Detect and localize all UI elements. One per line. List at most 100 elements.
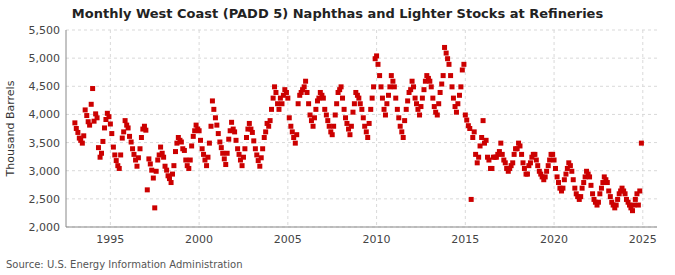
point (285, 96, 290, 101)
point (131, 152, 136, 157)
point (331, 124, 336, 129)
point (242, 146, 247, 151)
point (386, 93, 391, 98)
point (90, 86, 95, 91)
point (81, 133, 86, 138)
point (420, 96, 425, 101)
point (148, 161, 153, 166)
chart: 2,0002,5003,0003,5004,0004,5005,0005,500… (0, 0, 675, 275)
point (109, 131, 114, 136)
point (361, 115, 366, 120)
x-tick-label: 2010 (363, 233, 391, 246)
point (352, 101, 357, 106)
point (118, 152, 123, 157)
point (383, 112, 388, 117)
point (457, 93, 462, 98)
point (432, 104, 437, 109)
point (448, 73, 453, 78)
x-grid-line (642, 30, 643, 227)
point (198, 138, 203, 143)
point (479, 135, 484, 140)
point (512, 152, 517, 157)
point (145, 187, 150, 192)
point (211, 107, 216, 112)
point (322, 107, 327, 112)
point (534, 158, 539, 163)
point (402, 118, 407, 123)
point (368, 107, 373, 112)
y-grid-line (66, 227, 657, 228)
point (470, 135, 475, 140)
point (259, 155, 264, 160)
point (303, 79, 308, 84)
point (210, 98, 215, 103)
point (186, 166, 191, 171)
point (173, 149, 178, 154)
point (365, 135, 370, 140)
point (204, 163, 209, 168)
point (321, 96, 326, 101)
source-note: Source: U.S. Energy Information Administ… (6, 259, 243, 270)
point (387, 84, 392, 89)
point (305, 90, 310, 95)
point (396, 115, 401, 120)
point (306, 101, 311, 106)
y-tick-label: 4,000 (29, 108, 61, 121)
points (72, 45, 644, 213)
x-tick-label: 2020 (540, 233, 568, 246)
point (382, 107, 387, 112)
point (89, 102, 94, 107)
point (106, 114, 111, 119)
point (138, 146, 143, 151)
point (384, 101, 389, 106)
point (220, 151, 225, 156)
point (517, 143, 522, 148)
point (217, 140, 222, 145)
point (234, 138, 239, 143)
point (429, 84, 434, 89)
point (342, 107, 347, 112)
point (75, 130, 80, 135)
point (108, 121, 113, 126)
point (257, 164, 262, 169)
point (275, 101, 280, 106)
point (324, 112, 329, 117)
y-tick-label: 3,500 (29, 137, 61, 150)
point (454, 110, 459, 115)
point (464, 118, 469, 123)
point (476, 155, 481, 160)
point (528, 160, 533, 165)
point (455, 101, 460, 106)
point (214, 123, 219, 128)
point (371, 84, 376, 89)
point (114, 158, 119, 163)
point (325, 118, 330, 123)
point (395, 107, 400, 112)
point (327, 124, 332, 129)
point (293, 141, 298, 146)
y-grid-line (66, 30, 657, 31)
point (481, 118, 486, 123)
point (639, 141, 644, 146)
point (271, 96, 276, 101)
y-grid-line (66, 142, 657, 143)
point (563, 172, 568, 177)
point (244, 135, 249, 140)
point (347, 132, 352, 137)
point (112, 152, 117, 157)
point (413, 96, 418, 101)
point (623, 191, 628, 196)
point (308, 112, 313, 117)
point (555, 174, 560, 179)
point (461, 62, 466, 67)
y-grid-line (66, 86, 657, 87)
point (543, 174, 548, 179)
point (182, 148, 187, 153)
point (519, 152, 524, 157)
y-grid-line (66, 114, 657, 115)
point (288, 124, 293, 129)
point (430, 96, 435, 101)
point (254, 152, 259, 157)
point (253, 146, 258, 151)
point (364, 129, 369, 134)
